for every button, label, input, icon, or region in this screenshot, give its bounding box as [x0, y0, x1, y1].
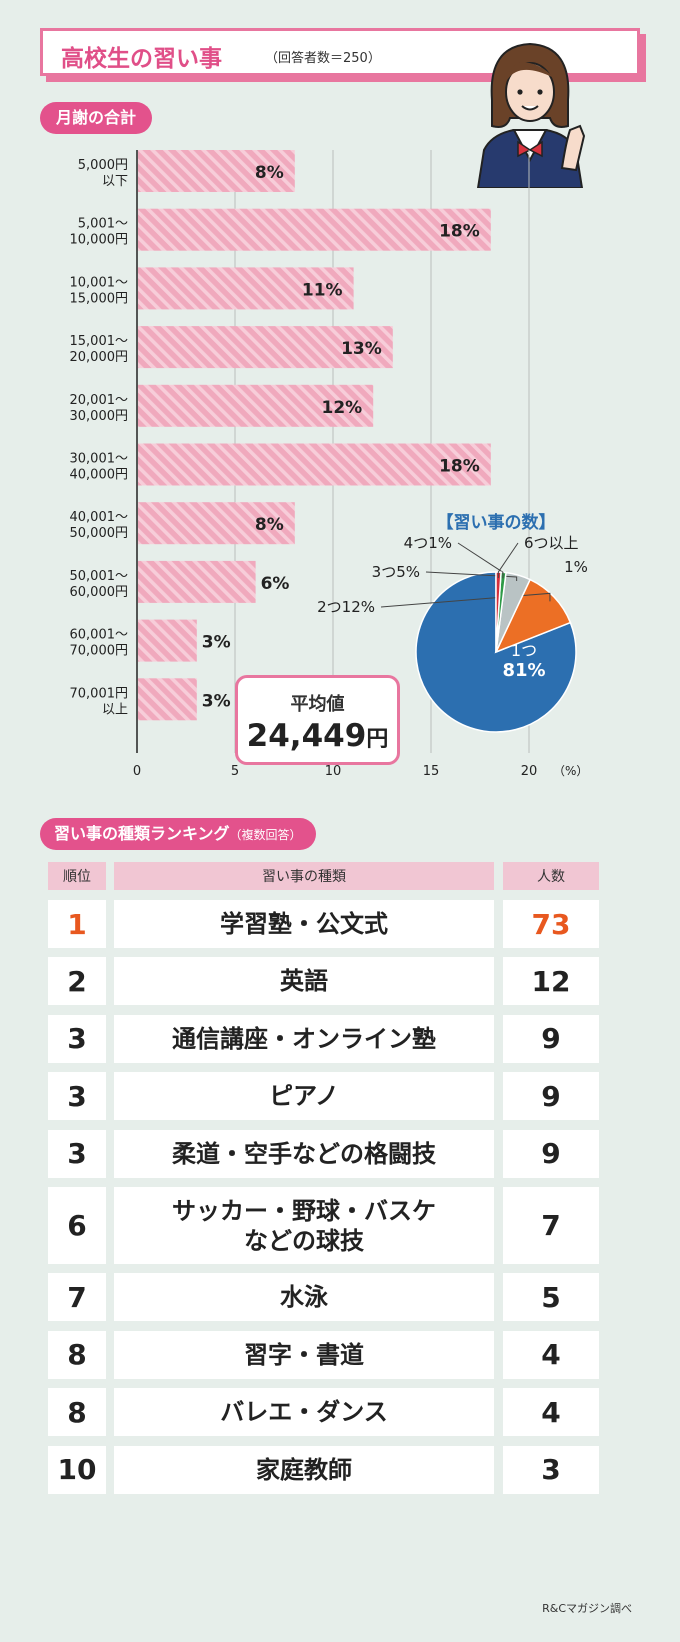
bar-value-label: 18% [439, 457, 480, 477]
x-tick-label: 10 [325, 764, 342, 779]
bar-value-label: 8% [255, 515, 284, 535]
average-label: 平均値 [290, 694, 345, 715]
item-cell: 通信講座・オンライン塾 [114, 1014, 494, 1063]
rank-cell: 8 [48, 1388, 106, 1437]
x-tick-label: 15 [423, 764, 440, 779]
leader-line [425, 571, 518, 581]
bar [138, 267, 354, 310]
rank-cell: 10 [48, 1445, 106, 1494]
pie-slice [494, 578, 572, 654]
ranking-title: 習い事の種類ランキング [54, 824, 230, 843]
rank-cell: 2 [48, 957, 106, 1006]
x-unit-label: （%） [553, 764, 588, 778]
count-cell: 9 [503, 1072, 599, 1121]
pie-slice-label: 3つ5% [372, 563, 420, 581]
pie-slice-pct: 1% [564, 558, 588, 576]
rank-cell: 8 [48, 1330, 106, 1379]
rank-cell: 3 [48, 1072, 106, 1121]
category-label: 5,001～ 10,000円 [70, 217, 129, 248]
count-cell: 3 [503, 1445, 599, 1494]
monthly-fee-bar-chart: 0 5 10 15 20 （%） 8% 5,000円以下 18% 5,001～ 10,000円 11%… [70, 150, 588, 779]
respondent-count: （回答者数＝250） [265, 51, 381, 66]
source-credit: R&Cマガジン調べ [542, 1602, 632, 1615]
average-number: 24,449 [246, 718, 367, 754]
pie-slice-label: 1つ [511, 641, 537, 660]
bar [138, 502, 295, 545]
leader-line [457, 542, 504, 579]
leader-line [380, 592, 551, 608]
rank-cell: 7 [48, 1273, 106, 1322]
category-label: 60,001～ 70,000円 [70, 628, 129, 659]
item-cell: 学習塾・公文式 [114, 900, 494, 948]
category-label: 10,001～ 15,000円 [70, 275, 129, 306]
average-value: 24,449円 [238, 718, 397, 754]
bar-value-label: 12% [321, 398, 362, 418]
rank-cell: 3 [48, 1014, 106, 1063]
header-count: 人数 [503, 862, 599, 890]
item-cell: 柔道・空手などの格闘技 [114, 1129, 494, 1178]
bar-value-label: 18% [439, 222, 480, 242]
category-label: 70,001円以上 [70, 686, 129, 717]
pie-slice-label: 2つ12% [317, 598, 375, 616]
x-tick-label: 0 [133, 764, 141, 779]
count-cell: 4 [503, 1388, 599, 1437]
bar-value-label: 13% [341, 339, 382, 359]
average-box: 平均値 24,449円 [235, 675, 400, 765]
item-cell: 英語 [114, 957, 494, 1006]
ranking-subtitle: （複数回答） [229, 828, 302, 842]
category-label: 20,001～ 30,000円 [70, 393, 129, 424]
count-cell: 9 [503, 1014, 599, 1063]
bar [138, 150, 295, 192]
item-cell: 水泳 [114, 1273, 494, 1322]
bar [138, 619, 197, 662]
rank-cell: 3 [48, 1129, 106, 1178]
bar [138, 443, 491, 486]
item-cell: ピアノ [114, 1072, 494, 1121]
item-cell: サッカー・野球・バスケ などの球技 [114, 1187, 494, 1264]
student-illustration [476, 42, 586, 188]
category-label: 5,000円以下 [78, 158, 128, 189]
x-tick-label: 20 [521, 764, 538, 779]
average-unit: 円 [366, 727, 389, 752]
pie-title: 【習い事の数】 [437, 512, 556, 533]
page-title: 高校生の習い事 [61, 46, 222, 72]
pie-slice-pct: 81% [502, 660, 545, 681]
count-cell: 12 [503, 957, 599, 1006]
bar [138, 678, 197, 721]
count-cell: 5 [503, 1273, 599, 1322]
pie-slice-label: 4つ1% [404, 534, 452, 552]
bar [138, 208, 491, 251]
leader-line [497, 542, 519, 579]
header-item: 習い事の種類 [114, 862, 494, 890]
category-label: 30,001～ 40,000円 [70, 452, 129, 483]
count-cell: 9 [503, 1129, 599, 1178]
count-cell: 73 [503, 900, 599, 948]
header-rank: 順位 [48, 862, 106, 890]
item-cell: 習字・書道 [114, 1330, 494, 1379]
category-label: 15,001～ 20,000円 [70, 334, 129, 365]
bar-value-label: 8% [255, 163, 284, 183]
bar-value-label: 3% [202, 691, 231, 711]
item-cell: バレエ・ダンス [114, 1388, 494, 1437]
bar [138, 384, 374, 427]
bar-value-label: 11% [302, 280, 343, 300]
category-label: 40,001～ 50,000円 [70, 510, 129, 541]
count-cell: 7 [503, 1187, 599, 1264]
section-label-ranking: 習い事の種類ランキング（複数回答） [40, 818, 316, 850]
category-label: 50,001～ 60,000円 [70, 569, 129, 600]
pie-slice-label: 6つ以上 [524, 534, 579, 552]
x-tick-label: 5 [231, 764, 239, 779]
section-label-monthly-fee: 月謝の合計 [40, 102, 153, 134]
bar [138, 560, 256, 603]
bar-value-label: 3% [202, 633, 231, 653]
bar-value-label: 6% [261, 574, 290, 594]
item-cell: 家庭教師 [114, 1445, 494, 1494]
count-cell: 4 [503, 1330, 599, 1379]
rank-cell: 1 [48, 900, 106, 948]
rank-cell: 6 [48, 1187, 106, 1264]
bar [138, 326, 393, 369]
